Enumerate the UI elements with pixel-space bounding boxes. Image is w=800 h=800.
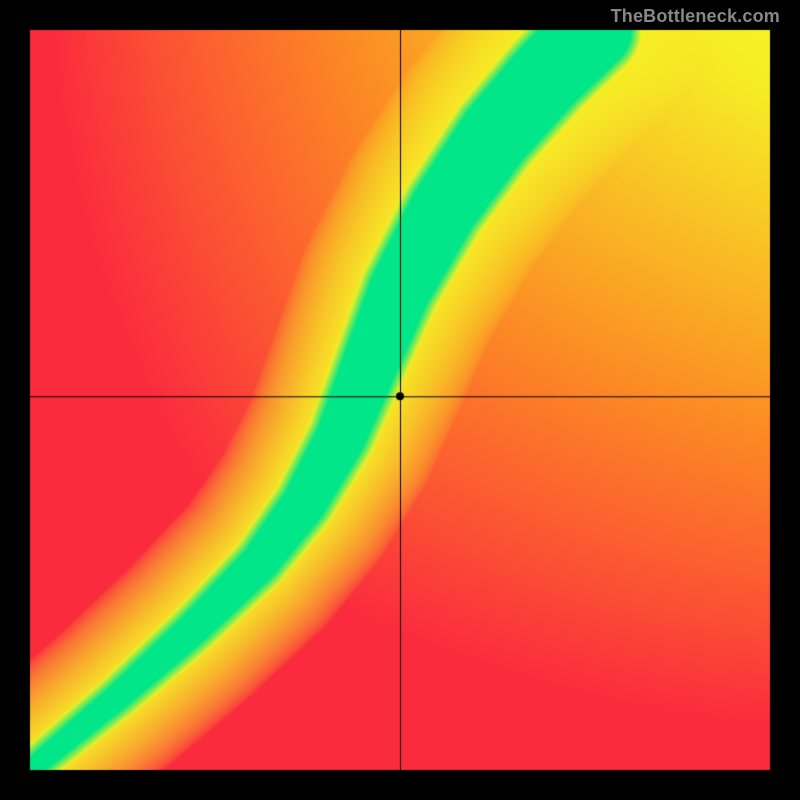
chart-container: TheBottleneck.com [0,0,800,800]
heatmap-canvas [0,0,800,800]
watermark-text: TheBottleneck.com [611,6,780,27]
